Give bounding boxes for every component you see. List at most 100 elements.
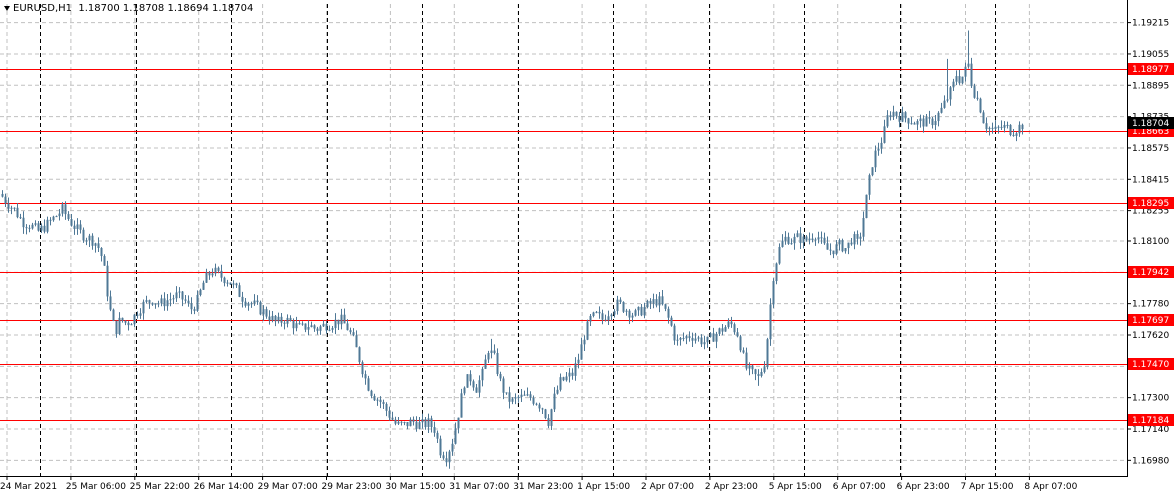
time-tick-label: 2 Apr 23:00 bbox=[705, 482, 758, 492]
candle-body bbox=[370, 390, 373, 396]
candle-body bbox=[436, 432, 439, 439]
candle-body bbox=[478, 380, 481, 393]
candle-body bbox=[805, 236, 808, 241]
candle-body bbox=[538, 404, 541, 409]
candle-body bbox=[70, 219, 73, 226]
candle-body bbox=[514, 397, 517, 399]
candle-body bbox=[442, 455, 445, 459]
candle-body bbox=[784, 236, 787, 241]
candle-body bbox=[556, 389, 559, 394]
candle-body bbox=[373, 395, 376, 401]
candle-body bbox=[172, 298, 175, 300]
candle-body bbox=[592, 312, 595, 316]
candle-body bbox=[607, 316, 610, 321]
candle-body bbox=[22, 217, 25, 228]
candle-body bbox=[232, 283, 235, 285]
time-tick-label: 6 Apr 23:00 bbox=[897, 482, 950, 492]
candle-body bbox=[487, 353, 490, 360]
candle-body bbox=[88, 235, 91, 241]
candle-body bbox=[634, 310, 637, 316]
candle-body bbox=[811, 238, 814, 240]
candle-body bbox=[112, 309, 115, 321]
candle-body bbox=[310, 325, 313, 327]
candle-body bbox=[49, 219, 52, 221]
candle-body bbox=[475, 387, 478, 393]
candle-body bbox=[256, 300, 259, 303]
candle-body bbox=[544, 409, 547, 419]
candle-body bbox=[790, 243, 793, 245]
price-tick-label: 1.18895 bbox=[1132, 81, 1169, 91]
candle-body bbox=[931, 118, 934, 126]
candle-body bbox=[259, 302, 262, 315]
symbol-label: EURUSD,H1 bbox=[13, 3, 73, 14]
candle-body bbox=[763, 367, 766, 373]
candle-body bbox=[826, 243, 829, 250]
axes bbox=[0, 0, 1131, 480]
candle-body bbox=[289, 317, 292, 321]
candle-body bbox=[691, 337, 694, 341]
candle-body bbox=[91, 235, 94, 246]
candle-body bbox=[4, 196, 7, 204]
symbol-dropdown-icon[interactable] bbox=[4, 5, 10, 11]
candle-body bbox=[265, 309, 268, 317]
candle-body bbox=[727, 321, 730, 328]
horizontal-levels bbox=[0, 69, 1127, 421]
candle-body bbox=[658, 296, 661, 306]
level-label-box bbox=[1128, 197, 1174, 209]
candle-body bbox=[796, 233, 799, 237]
candle-body bbox=[802, 236, 805, 244]
candle-body bbox=[757, 374, 760, 376]
candle-body bbox=[955, 76, 958, 82]
candle-body bbox=[1018, 124, 1021, 134]
candle-body bbox=[589, 315, 592, 322]
candle-body bbox=[859, 236, 862, 239]
candle-body bbox=[322, 323, 325, 327]
candle-body bbox=[187, 300, 190, 304]
candle-body bbox=[82, 229, 85, 241]
candle-body bbox=[874, 150, 877, 168]
candle-body bbox=[466, 374, 469, 388]
candle-body bbox=[445, 458, 448, 463]
candle-body bbox=[523, 394, 526, 396]
candle-body bbox=[64, 204, 67, 215]
candle-body bbox=[502, 378, 505, 393]
candle-body bbox=[697, 337, 700, 339]
level-label: 1.17942 bbox=[1132, 268, 1169, 278]
candle-body bbox=[97, 243, 100, 249]
candle-body bbox=[493, 350, 496, 353]
candle-body bbox=[13, 207, 16, 209]
candle-body bbox=[199, 289, 202, 295]
candle-body bbox=[247, 303, 250, 306]
time-tick-label: 26 Mar 14:00 bbox=[194, 482, 254, 492]
candle-body bbox=[703, 342, 706, 345]
candle-body bbox=[988, 127, 991, 130]
candle-body bbox=[862, 218, 865, 237]
candle-body bbox=[964, 66, 967, 77]
candle-body bbox=[736, 332, 739, 337]
candle-body bbox=[208, 272, 211, 276]
candle-body bbox=[394, 419, 397, 424]
candle-body bbox=[832, 250, 835, 255]
candle-body bbox=[562, 377, 565, 381]
candle-body bbox=[196, 294, 199, 311]
time-tick-label: 6 Apr 07:00 bbox=[833, 482, 886, 492]
candle-body bbox=[472, 381, 475, 388]
candle-body bbox=[133, 314, 136, 325]
candle-body bbox=[262, 309, 265, 315]
candle-body bbox=[904, 112, 907, 119]
candle-body bbox=[154, 303, 157, 305]
candle-body bbox=[733, 324, 736, 333]
candle-body bbox=[1, 193, 4, 197]
candle-body bbox=[559, 377, 562, 390]
ohlc-high: 1.18708 bbox=[122, 3, 165, 14]
time-tick-label: 25 Mar 22:00 bbox=[130, 482, 190, 492]
candle-body bbox=[886, 115, 889, 127]
candle-body bbox=[271, 315, 274, 321]
candle-body bbox=[10, 207, 13, 209]
time-tick-label: 8 Apr 07:00 bbox=[1024, 482, 1077, 492]
candle-body bbox=[142, 301, 145, 314]
candle-body bbox=[58, 213, 61, 217]
ohlc-close: 1.18704 bbox=[212, 3, 254, 14]
candle-body bbox=[565, 376, 568, 381]
